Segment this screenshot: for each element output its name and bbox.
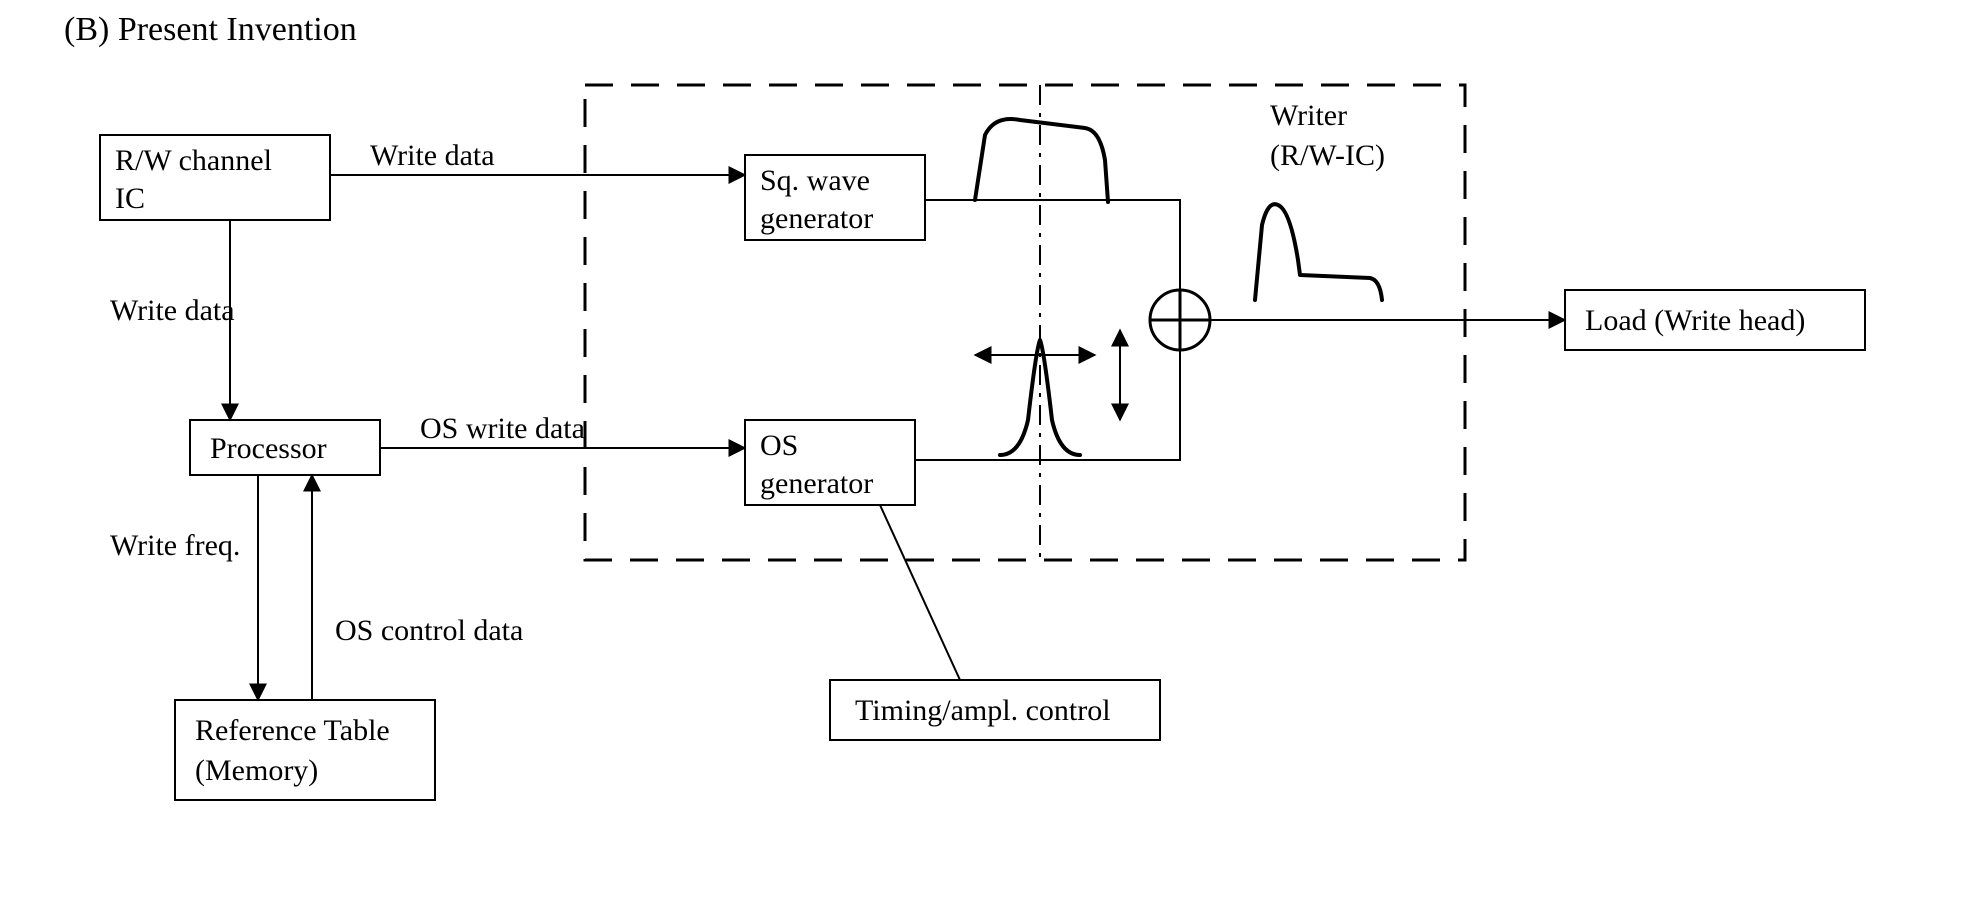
processor-label: Processor xyxy=(210,432,327,465)
edge-label-os-write: OS write data xyxy=(420,412,585,445)
edge-sqwave-to-sum xyxy=(925,200,1180,290)
os-gen-box: OS generator xyxy=(745,420,915,505)
figure-title: (B) Present Invention xyxy=(64,11,357,48)
edge-osgen-to-sum xyxy=(915,350,1180,460)
rw-channel-line1: R/W channel xyxy=(115,144,272,177)
edge-label-os-control: OS control data xyxy=(335,614,523,647)
ref-table-line2: (Memory) xyxy=(195,754,318,787)
summing-node xyxy=(1150,290,1210,350)
os-gen-line1: OS xyxy=(760,429,798,462)
edge-label-write-data-left: Write data xyxy=(110,294,235,327)
writer-label-1: Writer xyxy=(1270,99,1347,132)
callout-timing-to-osgen xyxy=(880,505,960,680)
load-box: Load (Write head) xyxy=(1565,290,1865,350)
overshoot-pulse-icon xyxy=(1000,340,1080,455)
timing-label: Timing/ampl. control xyxy=(855,694,1111,727)
timing-box: Timing/ampl. control xyxy=(830,680,1160,740)
rw-channel-box: R/W channel IC xyxy=(100,135,330,220)
os-gen-line2: generator xyxy=(760,467,873,500)
edge-label-write-freq: Write freq. xyxy=(110,529,240,562)
writer-label-2: (R/W-IC) xyxy=(1270,139,1385,172)
combined-wave-icon xyxy=(1255,204,1382,300)
load-label: Load (Write head) xyxy=(1585,304,1805,337)
rw-channel-line2: IC xyxy=(115,182,145,215)
edge-label-write-data-top: Write data xyxy=(370,139,495,172)
sq-wave-box: Sq. wave generator xyxy=(745,155,925,240)
ref-table-box: Reference Table (Memory) xyxy=(175,700,435,800)
sq-wave-line2: generator xyxy=(760,202,873,235)
processor-box: Processor xyxy=(190,420,380,475)
square-wave-icon xyxy=(975,119,1108,202)
ref-table-line1: Reference Table xyxy=(195,714,390,747)
sq-wave-line1: Sq. wave xyxy=(760,164,870,197)
